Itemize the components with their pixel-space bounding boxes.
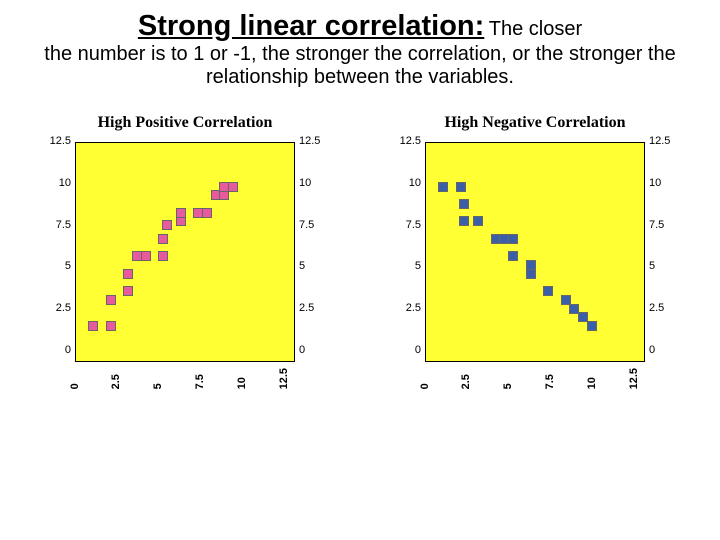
- tick-label: 2.5: [461, 368, 472, 389]
- data-point: [106, 295, 116, 305]
- main-title: Strong linear correlation:: [138, 10, 484, 42]
- tick-label: 12.5: [299, 136, 320, 147]
- data-point: [219, 190, 229, 200]
- tick-label: 5: [299, 261, 320, 272]
- tick-label: 12.5: [279, 368, 290, 389]
- tick-label: 2.5: [111, 368, 122, 389]
- data-point: [123, 269, 133, 279]
- tick-label: 0: [50, 345, 71, 356]
- tick-label: 2.5: [400, 303, 421, 314]
- tick-label: 2.5: [649, 303, 670, 314]
- y-axis-left: 0 2.5 5 7.5 10 12.5: [400, 136, 425, 356]
- data-point: [158, 251, 168, 261]
- tick-label: 0: [70, 368, 81, 389]
- heading: Strong linear correlation: The closer th…: [30, 10, 690, 89]
- tick-label: 12.5: [629, 368, 640, 389]
- data-point: [158, 234, 168, 244]
- tick-label: 7.5: [195, 368, 206, 389]
- tick-label: 12.5: [50, 136, 71, 147]
- tick-label: 10: [299, 178, 320, 189]
- data-point: [508, 251, 518, 261]
- data-point: [459, 216, 469, 226]
- chart-positive: High Positive Correlation 0 2.5 5 7.5 10 12.5…: [50, 114, 321, 389]
- tick-label: 5: [153, 368, 164, 389]
- tick-label: 5: [649, 261, 670, 272]
- data-point: [123, 286, 133, 296]
- tick-label: 10: [587, 368, 598, 389]
- data-point: [456, 182, 466, 192]
- data-point: [438, 182, 448, 192]
- tick-label: 7.5: [649, 220, 670, 231]
- tick-label: 7.5: [299, 220, 320, 231]
- x-axis: 0 2.5 5 7.5 10 12.5: [70, 368, 290, 389]
- plot-area: [75, 142, 295, 362]
- tick-label: 12.5: [649, 136, 670, 147]
- data-point: [176, 208, 186, 218]
- tick-label: 0: [400, 345, 421, 356]
- tick-label: 2.5: [299, 303, 320, 314]
- chart-title: High Negative Correlation: [444, 114, 625, 132]
- data-point: [88, 321, 98, 331]
- tick-label: 5: [503, 368, 514, 389]
- tick-label: 0: [299, 345, 320, 356]
- data-point: [141, 251, 151, 261]
- tick-label: 0: [649, 345, 670, 356]
- x-axis: 0 2.5 5 7.5 10 12.5: [420, 368, 640, 389]
- tick-label: 7.5: [400, 220, 421, 231]
- data-point: [162, 220, 172, 230]
- tick-label: 10: [237, 368, 248, 389]
- y-axis-left: 0 2.5 5 7.5 10 12.5: [50, 136, 75, 356]
- tick-label: 10: [400, 178, 421, 189]
- tick-label: 10: [50, 178, 71, 189]
- y-axis-right: 0 2.5 5 7.5 10 12.5: [645, 136, 670, 356]
- chart-negative: High Negative Correlation 0 2.5 5 7.5 10 12.5…: [400, 114, 671, 389]
- charts-container: High Positive Correlation 0 2.5 5 7.5 10 12.5…: [30, 114, 690, 389]
- chart-title: High Positive Correlation: [98, 114, 273, 132]
- tick-label: 5: [400, 261, 421, 272]
- plot-area: [425, 142, 645, 362]
- data-point: [459, 199, 469, 209]
- data-point: [228, 182, 238, 192]
- data-point: [508, 234, 518, 244]
- data-point: [587, 321, 597, 331]
- data-point: [526, 269, 536, 279]
- data-point: [176, 216, 186, 226]
- subtitle-body: the number is to 1 or -1, the stronger t…: [30, 43, 690, 89]
- tick-label: 2.5: [50, 303, 71, 314]
- y-axis-right: 0 2.5 5 7.5 10 12.5: [295, 136, 320, 356]
- data-point: [106, 321, 116, 331]
- tick-label: 7.5: [50, 220, 71, 231]
- tick-label: 0: [420, 368, 431, 389]
- data-point: [543, 286, 553, 296]
- tick-label: 10: [649, 178, 670, 189]
- data-point: [202, 208, 212, 218]
- data-point: [473, 216, 483, 226]
- tick-label: 7.5: [545, 368, 556, 389]
- tick-label: 12.5: [400, 136, 421, 147]
- tick-label: 5: [50, 261, 71, 272]
- subtitle-inline: The closer: [489, 18, 582, 40]
